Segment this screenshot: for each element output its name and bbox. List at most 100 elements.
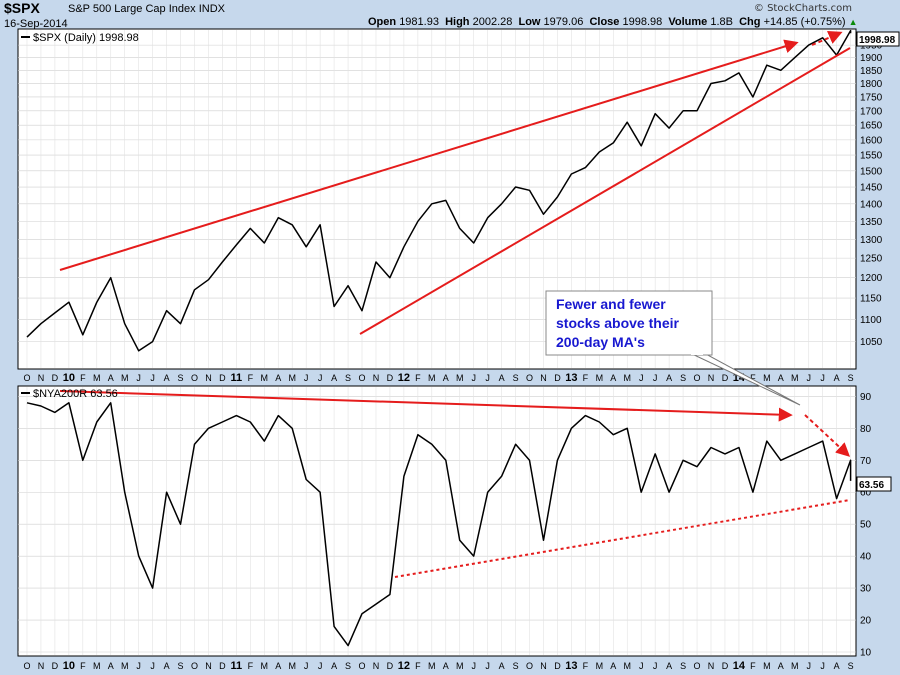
price-series-title: $SPX (Daily) 1998.98 <box>33 32 139 44</box>
price-tick-label: 1250 <box>860 254 883 265</box>
breadth-tick-label: 60 <box>860 488 872 499</box>
price-time-label: O <box>694 373 701 383</box>
breadth-tick-label: 20 <box>860 616 872 627</box>
open-label: Open <box>368 16 397 28</box>
price-time-label: F <box>80 373 86 383</box>
price-tick-label: 1100 <box>860 315 882 326</box>
price-time-label: 13 <box>565 372 577 384</box>
chg-label: Chg <box>739 16 761 28</box>
breadth-time-label: J <box>150 661 155 671</box>
breadth-time-label: D <box>387 661 394 671</box>
price-time-label: A <box>443 373 449 383</box>
breadth-time-label: A <box>778 661 784 671</box>
price-time-label: A <box>108 373 114 383</box>
price-time-axis: O N D 10 F M A M J J A S O N D 11 F M A M J J A S O N D 12 F M A M J J A S O… <box>23 372 853 384</box>
price-tick-label: 1900 <box>860 53 883 64</box>
price-time-label: D <box>387 373 394 383</box>
breadth-tick-label: 70 <box>860 456 872 467</box>
price-grid <box>18 30 856 368</box>
brand-watermark: © StockCharts.com <box>753 3 852 14</box>
volume-value: 1.8B <box>710 16 733 28</box>
annotation-line-1: Fewer and fewer <box>556 296 666 312</box>
breadth-time-axis: O N D 10 F M A M J J A S O N D 11 F M A M J J A S O N D 12 F M A M J J A S O… <box>23 660 853 672</box>
breadth-tick-label: 30 <box>860 584 872 595</box>
price-time-label: A <box>666 373 672 383</box>
price-time-label: A <box>275 373 281 383</box>
price-tick-label: 1800 <box>860 79 883 90</box>
breadth-time-label: 13 <box>565 660 577 672</box>
low-label: Low <box>518 16 541 28</box>
breadth-time-label: F <box>248 661 254 671</box>
price-time-label: 12 <box>398 372 410 384</box>
breadth-lower-dashed-trendline <box>394 499 851 578</box>
breadth-time-label: J <box>136 661 141 671</box>
price-time-label: S <box>680 373 686 383</box>
price-tick-label: 1200 <box>860 273 883 284</box>
price-time-label: M <box>428 373 436 383</box>
breadth-time-label: A <box>834 661 840 671</box>
breadth-time-label: J <box>639 661 644 671</box>
breadth-time-label: J <box>471 661 476 671</box>
price-time-label: F <box>248 373 254 383</box>
breadth-time-label: A <box>499 661 505 671</box>
price-time-label: M <box>288 373 296 383</box>
breadth-time-label: 11 <box>231 660 243 672</box>
price-time-label: D <box>52 373 59 383</box>
price-time-label: M <box>261 373 269 383</box>
breadth-time-label: N <box>373 661 380 671</box>
chart-date: 16-Sep-2014 <box>4 18 68 30</box>
price-time-label: M <box>456 373 464 383</box>
price-time-label: 10 <box>63 372 75 384</box>
breadth-time-label: J <box>653 661 658 671</box>
breadth-time-label: F <box>415 661 421 671</box>
price-time-label: S <box>848 373 854 383</box>
high-value: 2002.28 <box>472 16 513 28</box>
price-time-label: S <box>513 373 519 383</box>
price-tick-label: 1500 <box>860 166 883 177</box>
breadth-time-label: O <box>23 661 30 671</box>
breadth-time-label: A <box>443 661 449 671</box>
price-time-label: O <box>191 373 198 383</box>
price-time-label: D <box>219 373 226 383</box>
breadth-time-label: F <box>583 661 589 671</box>
price-tick-label: 1350 <box>860 217 883 228</box>
price-time-label: J <box>485 373 490 383</box>
price-time-label: F <box>415 373 421 383</box>
breadth-time-label: D <box>722 661 729 671</box>
breadth-time-label: M <box>288 661 296 671</box>
breadth-time-label: O <box>526 661 533 671</box>
open-value: 1981.93 <box>399 16 439 28</box>
breadth-time-label: S <box>848 661 854 671</box>
breadth-tick-label: 40 <box>860 552 872 563</box>
breadth-time-label: A <box>164 661 170 671</box>
breadth-time-label: M <box>623 661 631 671</box>
price-time-label: M <box>623 373 631 383</box>
breadth-time-label: 10 <box>63 660 75 672</box>
price-time-label: N <box>708 373 715 383</box>
breadth-tick-label: 50 <box>860 520 872 531</box>
breadth-time-label: M <box>596 661 604 671</box>
breadth-time-label: N <box>205 661 212 671</box>
price-tick-label: 1650 <box>860 121 883 132</box>
price-time-label: O <box>23 373 30 383</box>
breadth-time-label: N <box>540 661 547 671</box>
breadth-time-label: J <box>318 661 323 671</box>
breadth-time-label: M <box>261 661 269 671</box>
breadth-time-label: M <box>763 661 771 671</box>
low-value: 1979.06 <box>543 16 584 28</box>
price-time-label: S <box>178 373 184 383</box>
volume-label: Volume <box>668 16 708 28</box>
price-time-label: A <box>499 373 505 383</box>
breadth-time-label: S <box>680 661 686 671</box>
price-time-label: J <box>471 373 476 383</box>
upper-trendline-extension <box>811 30 843 46</box>
price-tick-label: 1550 <box>860 151 883 162</box>
close-value: 1998.98 <box>622 16 663 28</box>
price-time-label: J <box>136 373 141 383</box>
symbol-description: S&P 500 Large Cap Index INDX <box>68 3 225 15</box>
price-time-label: J <box>653 373 658 383</box>
breadth-time-label: O <box>359 661 366 671</box>
price-tick-label: 1700 <box>860 106 883 117</box>
price-tick-label: 1400 <box>860 199 883 210</box>
